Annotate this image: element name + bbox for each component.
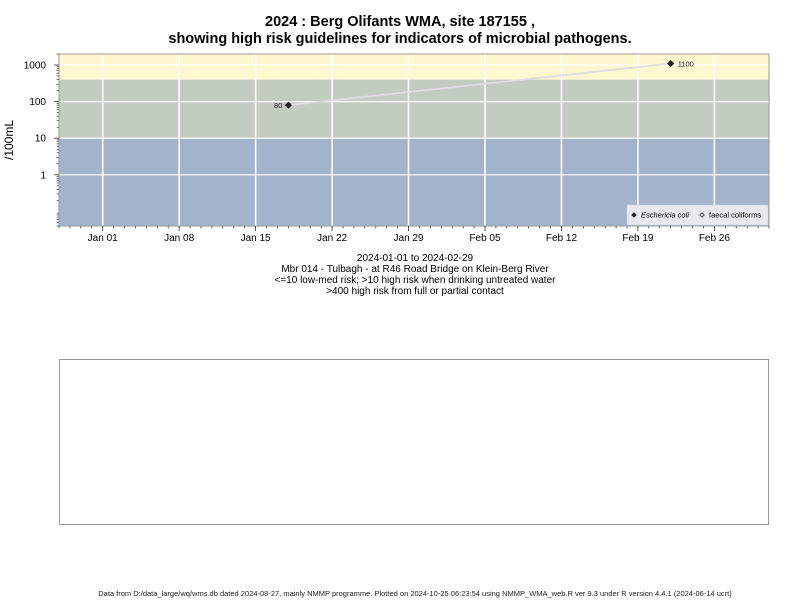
y-tick-label-0: 1	[40, 170, 46, 181]
legend: Eschericia coli faecal coliforms	[626, 204, 769, 226]
data-points: 80 1100	[274, 60, 694, 111]
legend-marker-1	[699, 212, 705, 218]
x-tick-label-3: Jan 22	[317, 233, 347, 244]
risk-bands	[59, 54, 769, 226]
series-line-0	[288, 62, 671, 107]
grid-lines	[59, 54, 769, 226]
subtitle-drinking-guideline: <=10 low-med risk; >10 high risk when dr…	[274, 275, 556, 286]
data-label-0-0: 80	[274, 101, 282, 110]
x-tick-label-7: Feb 19	[622, 233, 654, 244]
risk-band-1	[59, 79, 769, 139]
subtitle-date-range: 2024-01-01 to 2024-02-29	[356, 253, 474, 264]
x-tick-label-0: Jan 01	[88, 233, 118, 244]
legend-label-0: Eschericia coli	[641, 211, 689, 220]
x-tick-label-5: Feb 05	[469, 233, 501, 244]
series-connecting-line	[288, 62, 671, 107]
y-tick-label-1: 10	[35, 134, 47, 145]
legend-label-1: faecal coliforms	[709, 211, 761, 220]
y-axis-label: /100mL	[2, 120, 16, 160]
legend-box	[626, 204, 769, 226]
y-tick-label-2: 100	[29, 97, 46, 108]
y-tick-label-3: 1000	[24, 61, 47, 72]
x-tick-label-2: Jan 15	[241, 233, 271, 244]
axes: Jan 01 Jan 08 Jan 15 Jan 22 Jan 29 Feb 05 Feb …	[2, 53, 770, 244]
x-tick-label-1: Jan 08	[164, 233, 194, 244]
chart-title-line-1: 2024 : Berg Olifants WMA, site 187155 ,	[265, 14, 535, 30]
x-tick-label-4: Jan 29	[394, 233, 424, 244]
data-point-0-0	[284, 101, 292, 109]
subtitle-site-name: Mbr 014 - Tulbagh - at R46 Road Bridge o…	[281, 264, 549, 275]
footer-note: Data from D:/data_large/wq/wms.db dated …	[98, 589, 732, 598]
data-point-0-1	[667, 59, 675, 68]
chart-title-line-2: showing high risk guidelines for indicat…	[168, 31, 632, 47]
legend-marker-0	[631, 212, 637, 218]
risk-band-2	[59, 54, 769, 80]
subtitle-contact-guideline: >400 high risk from full or partial cont…	[326, 286, 504, 297]
x-tick-label-6: Feb 12	[546, 233, 578, 244]
x-tick-label-8: Feb 26	[699, 233, 731, 244]
empty-plot-panel	[59, 359, 769, 525]
data-label-0-1: 1100	[678, 60, 694, 69]
